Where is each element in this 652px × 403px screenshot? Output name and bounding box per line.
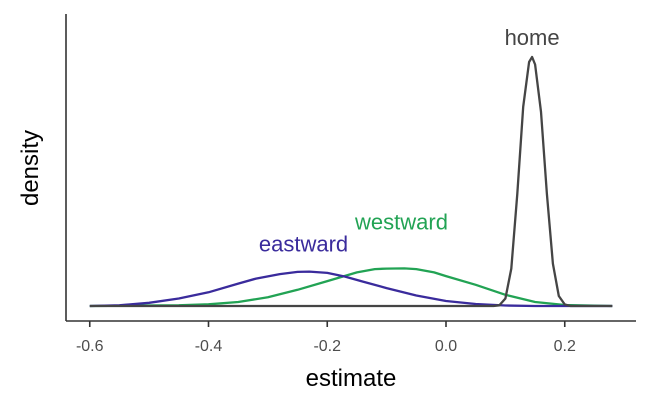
x-tick-label: 0.2: [554, 338, 576, 355]
x-axis-title: estimate: [306, 365, 397, 392]
x-tick-label: 0.0: [435, 338, 457, 355]
y-axis-title: density: [17, 130, 44, 206]
series-label-home: home: [505, 25, 560, 50]
series-line-eastward: [89, 270, 613, 308]
series-label-eastward: eastward: [259, 232, 348, 257]
x-tick-label: -0.4: [195, 338, 223, 355]
x-tick-label: -0.2: [313, 338, 341, 355]
series-line-home: [89, 55, 613, 308]
series-label-westward: westward: [354, 209, 448, 234]
x-axis-ticks: -0.6 -0.4 -0.2 0.0 0.2: [76, 321, 576, 355]
x-tick-label: -0.6: [76, 338, 104, 355]
